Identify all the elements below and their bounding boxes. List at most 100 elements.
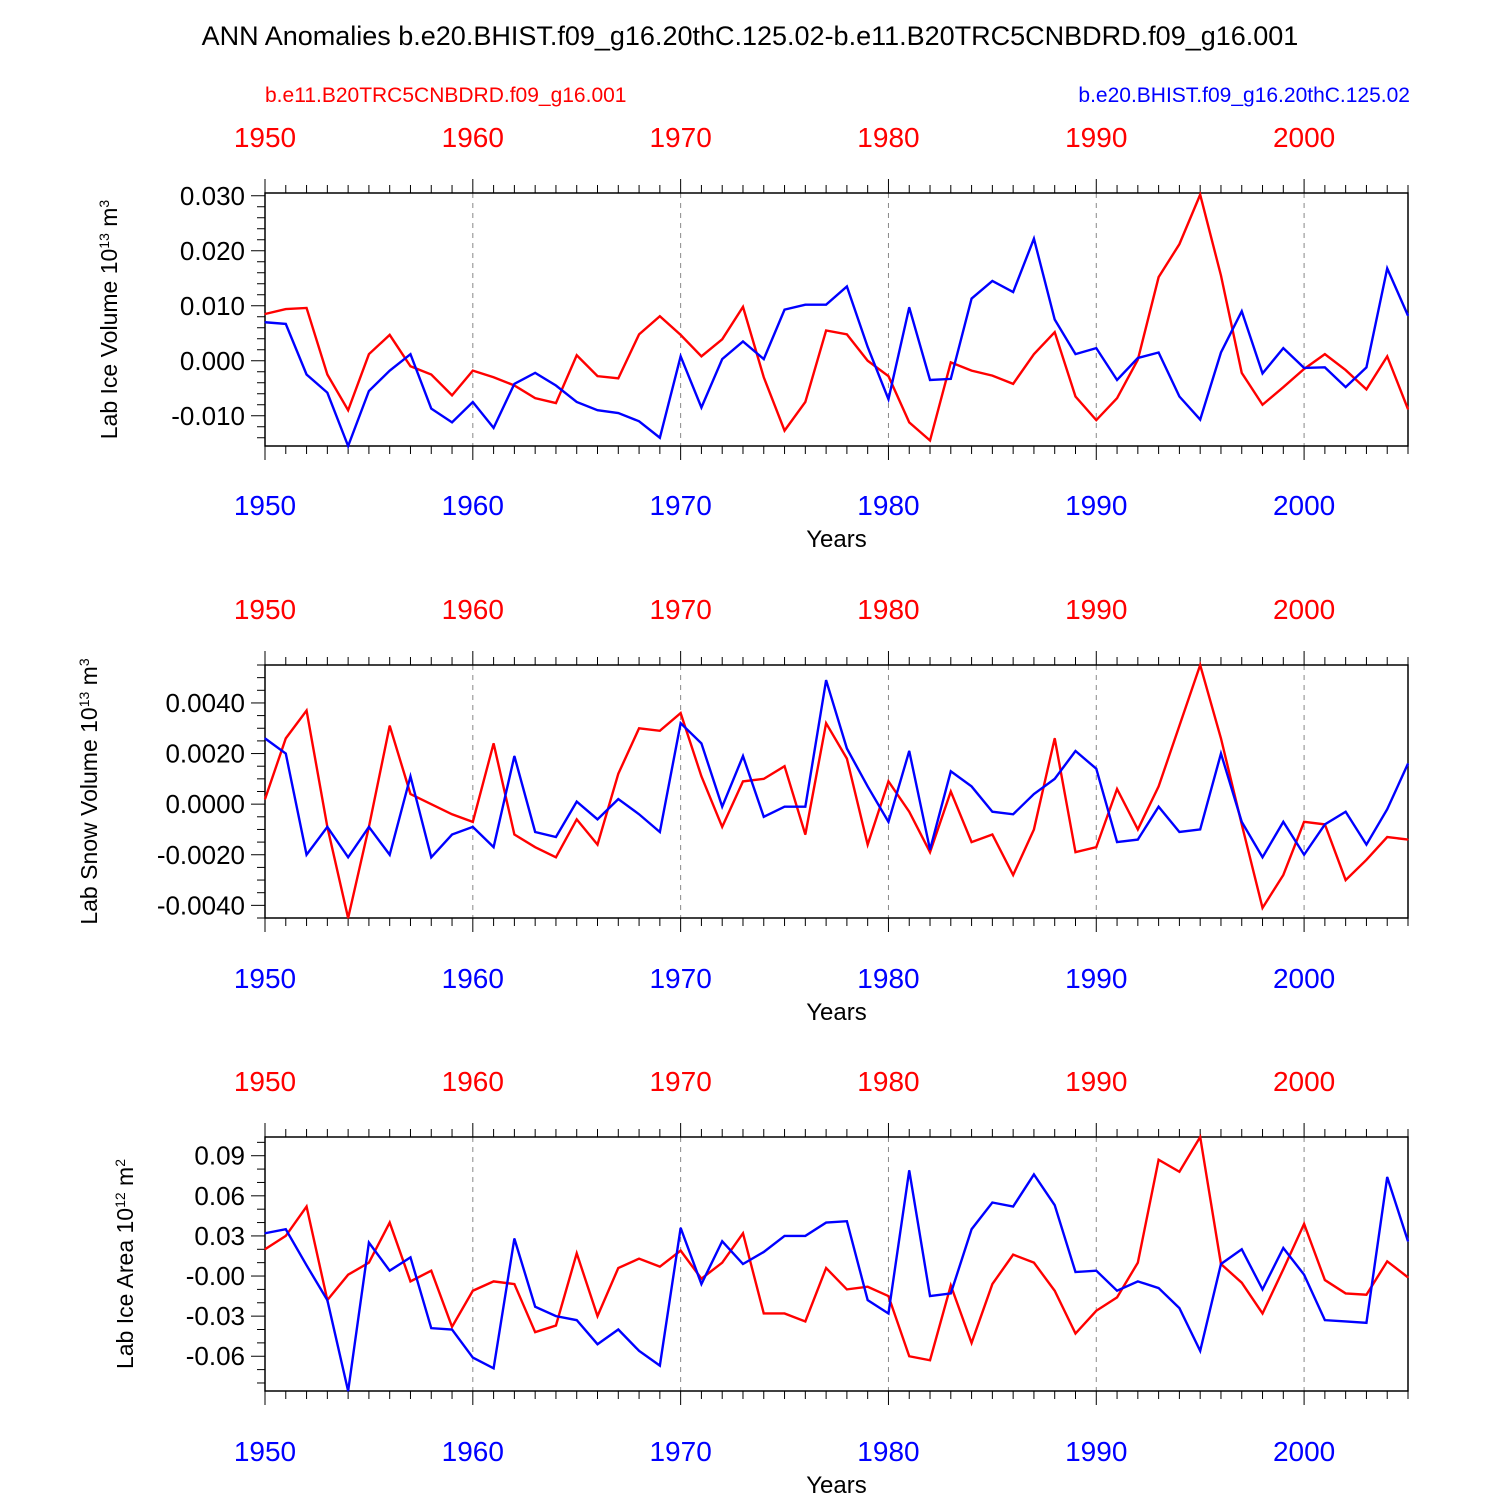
data-point-blue [887, 398, 890, 400]
data-point-red [1158, 1159, 1160, 1161]
data-point-red [721, 1262, 723, 1264]
data-point-red [576, 1252, 578, 1254]
data-point-red [617, 377, 619, 379]
data-point-red [867, 360, 869, 362]
data-point-blue [867, 785, 869, 788]
data-point-blue [493, 427, 495, 429]
data-point-blue [534, 372, 536, 374]
data-point-red [950, 1284, 952, 1286]
data-point-blue [472, 826, 474, 828]
data-point-blue [264, 737, 266, 739]
y-axis-title-superscript: 12 [112, 1192, 128, 1208]
data-point-red [929, 1359, 931, 1361]
y-tick-label: 0.0040 [165, 688, 245, 718]
y-axis-title-superscript: 3 [96, 200, 112, 208]
data-point-blue [1095, 1270, 1097, 1272]
data-point-red [929, 851, 931, 853]
data-point-red [700, 1278, 703, 1280]
data-point-blue [305, 373, 308, 376]
series-line-red [264, 1133, 1409, 1362]
series-line-blue [264, 1170, 1410, 1392]
data-point-blue [555, 384, 557, 387]
x-tick-label-top: 1950 [234, 594, 296, 625]
data-point-red [430, 1270, 432, 1272]
data-point-blue [409, 1256, 412, 1258]
x-tick-label-bottom: 2000 [1273, 490, 1335, 521]
data-point-red [970, 841, 973, 843]
data-point-blue [493, 846, 495, 848]
data-point-blue [1033, 793, 1035, 795]
data-point-blue [763, 1251, 765, 1253]
data-point-blue [347, 1390, 349, 1392]
data-point-red [721, 826, 723, 828]
data-point-blue [680, 355, 682, 357]
data-point-red [721, 338, 723, 340]
data-point-red [908, 811, 910, 813]
data-point-red [472, 821, 474, 823]
data-point-blue [305, 1264, 308, 1266]
data-point-blue [1407, 763, 1409, 765]
data-point-blue [347, 856, 349, 858]
y-tick-label: 0.010 [180, 291, 245, 321]
data-point-blue [1116, 1290, 1118, 1292]
y-tick-label: 0.0000 [165, 789, 245, 819]
data-point-red [1033, 353, 1035, 355]
data-point-red [1345, 369, 1347, 371]
data-point-blue [825, 679, 827, 681]
data-point-red [493, 742, 495, 745]
data-point-red [1074, 851, 1077, 853]
data-point-red [1012, 1254, 1014, 1256]
data-point-blue [867, 346, 869, 348]
data-point-red [1199, 194, 1201, 196]
data-point-red [451, 394, 453, 396]
data-point-red [825, 1267, 827, 1269]
panels-group: -0.010 0.000 0.010 0.020 0.030 1950 1950 1960 19… [76, 122, 1410, 1499]
data-point-blue [1178, 1307, 1180, 1309]
data-point-red [1324, 353, 1326, 355]
data-point-blue [285, 323, 287, 325]
data-point-blue [368, 390, 370, 392]
data-point-red [1033, 828, 1035, 831]
data-point-red [638, 727, 640, 729]
y-tick-label: 0.09 [194, 1141, 245, 1171]
data-point-red [1365, 388, 1368, 390]
x-axis-title: Years [806, 526, 867, 553]
data-point-red [430, 373, 432, 376]
data-point-blue [1365, 1322, 1368, 1324]
plot-frame [264, 192, 1409, 447]
data-point-blue [1282, 821, 1284, 823]
data-point-red [950, 790, 952, 793]
data-point-red [846, 1288, 848, 1290]
data-point-red [1137, 828, 1139, 831]
data-point-red [825, 329, 827, 332]
data-point-blue [430, 1327, 432, 1329]
data-point-blue [908, 1169, 910, 1172]
x-tick-label-bottom: 1950 [234, 490, 296, 521]
data-point-blue [1345, 811, 1347, 813]
data-point-blue [970, 785, 973, 788]
data-point-blue [1199, 828, 1201, 831]
x-tick-label-top: 1990 [1065, 594, 1127, 625]
data-point-red [555, 1324, 557, 1327]
data-point-red [1158, 785, 1160, 788]
data-point-red [596, 375, 599, 377]
x-tick-label-bottom: 2000 [1273, 1436, 1335, 1467]
data-point-red [1303, 1223, 1305, 1225]
data-point-blue [929, 849, 931, 851]
data-point-blue [1033, 1173, 1035, 1176]
data-point-red [763, 778, 765, 780]
data-point-blue [659, 437, 661, 439]
data-point-red [264, 313, 266, 315]
data-point-red [783, 430, 786, 432]
data-point-red [638, 1258, 640, 1260]
y-axis-title-part: Lab Ice Volume 10 [96, 249, 122, 440]
data-point-blue [991, 1201, 993, 1204]
data-point-blue [680, 722, 682, 724]
data-point-blue [1074, 353, 1077, 355]
data-point-blue [326, 392, 328, 394]
y-tick-label: -0.00 [186, 1261, 245, 1291]
data-point-red [1074, 1332, 1077, 1335]
data-point-blue [721, 1240, 723, 1242]
data-point-red [700, 355, 703, 357]
